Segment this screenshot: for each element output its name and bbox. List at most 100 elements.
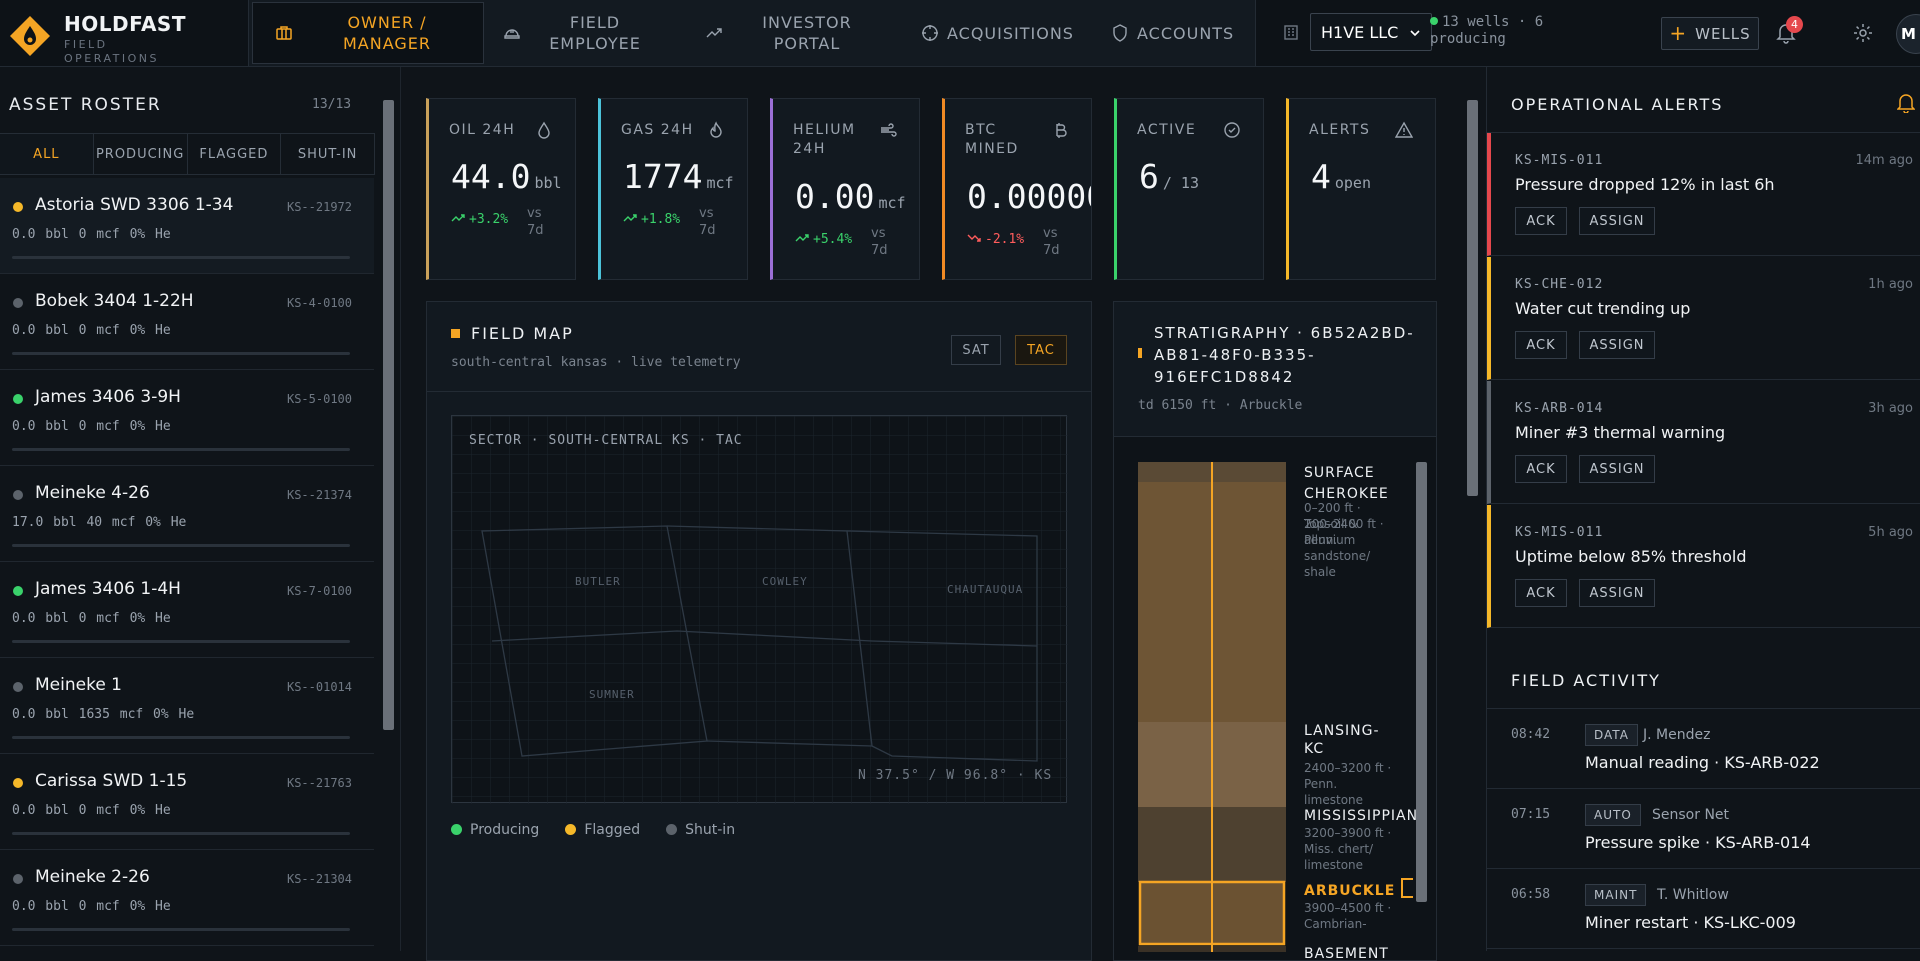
well-row[interactable]: Bobek 3404 1-22H KS-4-0100 0.0 bbl 0 mcf 0…: [0, 274, 374, 370]
filter-flagged[interactable]: FLAGGED: [188, 134, 282, 174]
kpi-compare: vs 7d: [699, 206, 716, 238]
main-scrollbar[interactable]: [1467, 100, 1478, 496]
kpi-card[interactable]: ACTIVE 6/ 13: [1114, 98, 1264, 280]
kpi-value: 6: [1139, 157, 1159, 196]
activity-tag: MAINT: [1585, 884, 1647, 906]
gear-icon[interactable]: [1853, 23, 1873, 43]
layer-name: CHEROKEE: [1304, 486, 1389, 502]
alerts-title: OPERATIONAL ALERTS: [1511, 95, 1724, 114]
alert-code: KS-MIS-011: [1515, 525, 1604, 540]
kpi-label: ACTIVE: [1137, 122, 1197, 138]
well-id: KS--21763: [286, 776, 352, 790]
kpi-card[interactable]: GAS 24H 1774 mcf +1.8% vs 7d: [598, 98, 748, 280]
trend-up-icon: [623, 214, 637, 222]
well-row[interactable]: Meineke 1 KS--01014 0.0 bbl 1635 mcf 0% He: [0, 658, 374, 754]
well-progress-bar: [12, 736, 350, 739]
layer-desc: 3900–4500 ft · Cambrian-: [1304, 901, 1392, 931]
legend-swatch: [451, 824, 462, 835]
roster-scrollbar[interactable]: [383, 100, 394, 730]
assign-button[interactable]: ASSIGN: [1579, 331, 1655, 359]
well-progress-bar: [12, 448, 350, 451]
kpi-unit: / 13: [1162, 174, 1199, 192]
well-name: Bobek 3404 1-22H: [35, 291, 194, 311]
activity-tag: AUTO: [1585, 804, 1641, 826]
ack-button[interactable]: ACK: [1515, 207, 1567, 235]
kpi-delta-value: -2.1%: [985, 232, 1025, 247]
ack-button[interactable]: ACK: [1515, 579, 1567, 607]
well-row[interactable]: Meineke 2-26 KS--21304 0.0 bbl 0 mcf 0% He: [0, 850, 374, 946]
well-row[interactable]: James 3406 3-9H KS-5-0100 0.0 bbl 0 mcf 0%…: [0, 370, 374, 466]
divider: [1114, 436, 1436, 437]
filter-all[interactable]: ALL: [0, 134, 94, 174]
activity-item[interactable]: 06:58 MAINT T. Whitlow Miner restart · KS-L…: [1487, 869, 1920, 949]
activity-item[interactable]: 08:42 DATA J. Mendez Manual reading · KS-AR…: [1487, 709, 1920, 789]
kpi-card[interactable]: HELIUM 24H 0.00 mcf +5.4% vs 7d: [770, 98, 920, 280]
avatar[interactable]: M: [1896, 14, 1920, 54]
status-dot: [13, 874, 23, 884]
well-meta: 0.0 bbl 0 mcf 0% He: [12, 419, 171, 434]
status-dot: [13, 394, 23, 404]
assign-button[interactable]: ASSIGN: [1579, 207, 1655, 235]
well-row[interactable]: James 3406 1-4H KS-7-0100 0.0 bbl 0 mcf 0%…: [0, 562, 374, 658]
stratigraphy-column[interactable]: [1138, 462, 1286, 952]
selected-layer-marker: [1401, 878, 1413, 898]
strat-scrollbar[interactable]: [1416, 462, 1427, 902]
add-wells-label: WELLS: [1695, 24, 1751, 43]
activity-item[interactable]: 07:15 AUTO Sensor Net Pressure spike · KS-A…: [1487, 789, 1920, 869]
company-select[interactable]: H1VE LLC: [1310, 13, 1432, 51]
alert-code: KS-ARB-014: [1515, 401, 1604, 416]
tab-accounts[interactable]: ACCOUNTS: [1111, 2, 1251, 64]
map-mode-tac[interactable]: TAC: [1015, 335, 1067, 365]
briefcase-icon: [276, 26, 292, 40]
tab-owner-manager[interactable]: OWNER / MANAGER: [252, 2, 484, 64]
assign-button[interactable]: ASSIGN: [1579, 455, 1655, 483]
activity-author: T. Whitlow: [1657, 887, 1729, 903]
alert-item[interactable]: KS-MIS-011 14m ago Pressure dropped 12% in…: [1487, 133, 1920, 256]
layer-name: MISSISSIPPIAN: [1304, 808, 1419, 824]
ack-button[interactable]: ACK: [1515, 331, 1567, 359]
bell-icon[interactable]: [1897, 93, 1915, 113]
add-wells-button[interactable]: + WELLS: [1661, 17, 1759, 50]
field-map-panel: FIELD MAP south-central kansas · live te…: [426, 301, 1092, 961]
alert-item[interactable]: KS-MIS-011 5h ago Uptime below 85% thresho…: [1487, 505, 1920, 628]
activity-message: Pressure spike · KS-ARB-014: [1585, 833, 1811, 852]
alert-item[interactable]: KS-CHE-012 1h ago Water cut trending up ACK…: [1487, 257, 1920, 380]
divider: [1487, 708, 1920, 709]
roster-count: 13/13: [312, 97, 352, 112]
well-progress-bar: [12, 352, 350, 355]
well-row[interactable]: Astoria SWD 3306 1-34 KS--21972 0.0 bbl 0 …: [0, 178, 374, 274]
kpi-card[interactable]: OIL 24H 44.0 bbl +3.2% vs 7d: [426, 98, 576, 280]
divider: [427, 391, 1091, 392]
well-row[interactable]: Carissa SWD 1-15 KS--21763 0.0 bbl 0 mcf 0…: [0, 754, 374, 850]
assign-button[interactable]: ASSIGN: [1579, 579, 1655, 607]
alert-item[interactable]: KS-ARB-014 3h ago Miner #3 thermal warning…: [1487, 381, 1920, 504]
kpi-card[interactable]: BTC MINED 0.00000 -2.1% vs 7d: [942, 98, 1092, 280]
ack-button[interactable]: ACK: [1515, 455, 1567, 483]
map-legend: Producing Flagged Shut-in: [451, 822, 735, 838]
shield-icon: [1113, 24, 1127, 42]
kpi-value-row: 6/ 13: [1139, 157, 1263, 196]
map-mode-sat[interactable]: SAT: [951, 335, 1001, 365]
kpi-card[interactable]: ALERTS 4 open: [1286, 98, 1436, 280]
brand[interactable]: HOLDFAST FIELD OPERATIONS: [8, 8, 248, 65]
tab-field-employee[interactable]: FIELD EMPLOYEE: [503, 2, 703, 64]
alert-time: 3h ago: [1868, 401, 1913, 416]
alert-time: 5h ago: [1868, 525, 1913, 540]
activity-author: Sensor Net: [1652, 807, 1730, 823]
map-canvas[interactable]: SECTOR · SOUTH-CENTRAL KS · TAC BUTLER C…: [451, 415, 1068, 804]
filter-shut-in[interactable]: SHUT-IN: [281, 134, 375, 174]
trend-down-icon: [967, 234, 981, 242]
kpi-delta-value: +1.8%: [641, 212, 681, 227]
kpi-label: OIL 24H: [449, 122, 516, 138]
divider: [400, 67, 401, 951]
kpi-delta-value: +3.2%: [469, 212, 509, 227]
legend-label: Producing: [470, 822, 540, 838]
county-label: SUMNER: [589, 688, 635, 701]
well-row[interactable]: Meineke 4-26 KS--21374 17.0 bbl 40 mcf 0% …: [0, 466, 374, 562]
well-id: KS--21972: [286, 200, 352, 214]
filter-producing[interactable]: PRODUCING: [94, 134, 188, 174]
well-progress-bar: [12, 928, 350, 931]
tab-investor-portal[interactable]: INVESTOR PORTAL: [705, 2, 905, 64]
well-id: KS--01014: [286, 680, 352, 694]
tab-acquisitions[interactable]: ACQUISITIONS: [921, 2, 1101, 64]
